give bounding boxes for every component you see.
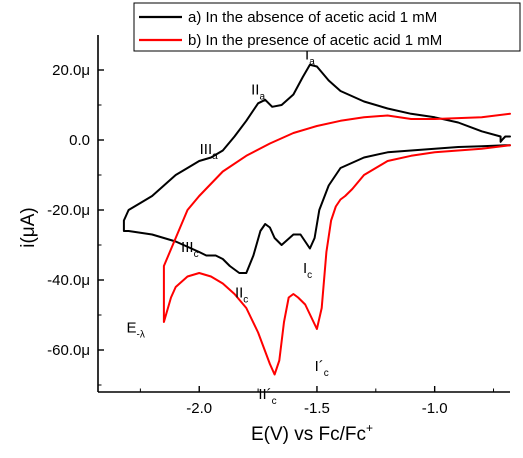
y-tick-label: -60.0μ <box>47 342 90 359</box>
y-tick-label: -40.0μ <box>47 272 90 289</box>
peak-label-subscript: c <box>272 396 277 407</box>
y-axis-title: i(μA) <box>18 207 39 248</box>
peak-label-subscript: c <box>324 368 329 379</box>
peak-label: IIa <box>251 82 265 103</box>
peak-label-subscript: a <box>259 92 265 103</box>
legend-label: a) In the absence of acetic acid 1 mM <box>188 9 437 26</box>
peak-label: Ic <box>303 260 312 281</box>
series-line-b <box>162 112 511 376</box>
peak-label-main: I´ <box>315 358 324 375</box>
peak-label-main: II <box>235 285 243 302</box>
legend-label: b) In the presence of acetic acid 1 mM <box>188 32 442 49</box>
peak-label-subscript: -λ <box>137 330 145 341</box>
x-tick-label: -2.0 <box>186 400 212 417</box>
peak-label-main: II´ <box>258 386 271 403</box>
peak-label-main: III <box>200 141 213 158</box>
y-tick-label: 0.0 <box>69 132 90 149</box>
peak-label-main: III <box>181 239 194 256</box>
peak-label: E-λ <box>126 320 144 341</box>
peak-label: IIIc <box>181 239 199 260</box>
y-tick-label: -20.0μ <box>47 202 90 219</box>
peak-label-subscript: c <box>194 249 199 260</box>
x-tick-label: -1.0 <box>422 400 448 417</box>
peak-label: II´c <box>258 386 276 407</box>
peak-label-main: I <box>303 260 307 277</box>
peak-label-main: II <box>251 82 259 99</box>
peak-label: IIc <box>235 285 248 306</box>
x-axis-title-superscript: + <box>366 421 373 435</box>
series-layer <box>122 63 511 376</box>
peak-label-main: E <box>126 320 136 337</box>
peak-label: I´c <box>315 358 329 379</box>
legend-box <box>133 2 521 52</box>
peak-label-main: I <box>305 47 309 64</box>
axes-layer: 20.0μ 0.0 -20.0μ -40.0μ -60.0μ -2.0 -1.5 -1.0 E(… <box>18 35 510 445</box>
peak-label: Ia <box>305 47 315 68</box>
peak-label-subscript: c <box>243 295 248 306</box>
series-line-a <box>122 63 511 274</box>
peak-label-subscript: c <box>307 270 312 281</box>
peak-label: IIIa <box>200 141 219 162</box>
peak-label-subscript: a <box>309 57 315 68</box>
x-tick-label: -1.5 <box>304 400 330 417</box>
legend: a) In the absence of acetic acid 1 mM b) … <box>133 2 521 52</box>
x-axis-title: E(V) vs Fc/Fc+ <box>251 421 373 445</box>
y-tick-label: 20.0μ <box>52 62 90 79</box>
peak-label-subscript: a <box>212 151 218 162</box>
